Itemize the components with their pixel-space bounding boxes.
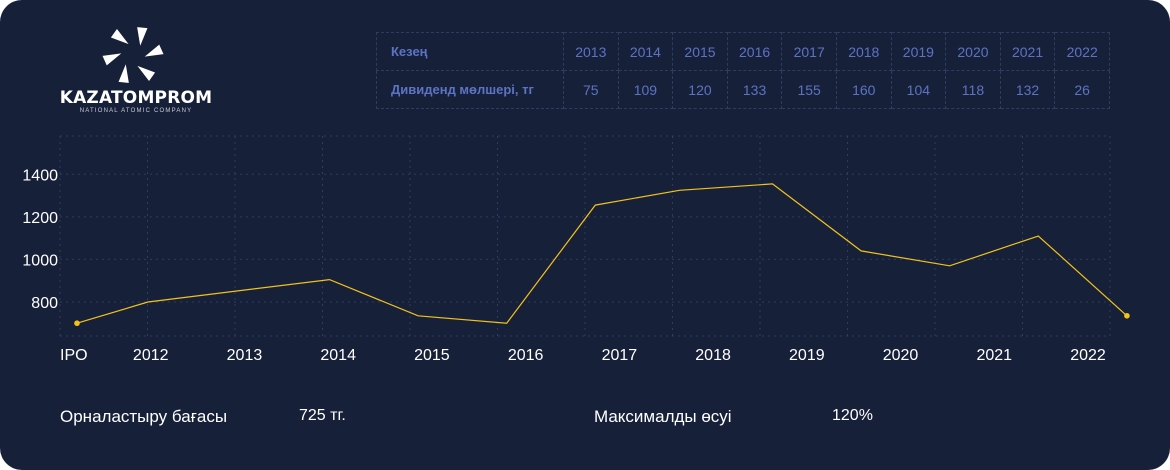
y-tick-label: 1000: [22, 252, 58, 269]
year-cell: 2019: [890, 32, 947, 71]
placement-price-value: 725 тг.: [299, 407, 346, 424]
amount-cell: 26: [1054, 70, 1110, 109]
amount-header: Дивиденд мөлшері, тг: [376, 70, 564, 109]
chart-grid: [59, 135, 1111, 337]
amount-cell: 104: [890, 70, 947, 109]
amount-cell: 75: [563, 70, 619, 109]
logo-wordmark: KAZATOMPROM: [59, 88, 213, 108]
amount-cell: 120: [672, 70, 728, 109]
year-cell: 2014: [617, 32, 674, 71]
year-cell: 2013: [563, 32, 619, 71]
max-growth-label: Максималды өсуі: [594, 407, 732, 426]
dividend-table-period-row: Кезең 2013 2014 2015 2016 2017 2018 2019…: [376, 32, 1110, 71]
kazatomprom-logo: KAZATOMPROM NATIONAL ATOMIC COMPANY: [58, 24, 214, 116]
amount-cell: 109: [617, 70, 674, 109]
x-tick-label: 2018: [695, 347, 731, 364]
placement-price-label: Орналастыру бағасы: [60, 407, 228, 426]
x-tick-label: 2012: [133, 347, 169, 364]
year-cell: 2020: [945, 32, 1001, 71]
x-tick-label: 2020: [883, 347, 919, 364]
amount-cell: 132: [999, 70, 1056, 109]
logo-star-icon: [102, 27, 164, 83]
amount-cell: 155: [781, 70, 837, 109]
amount-cell: 160: [835, 70, 892, 109]
x-tick-label: 2014: [320, 347, 356, 364]
y-tick-label: 1400: [22, 167, 58, 184]
x-tick-label: 2013: [227, 347, 263, 364]
price-line: [76, 183, 1128, 324]
logo-petal: [137, 65, 156, 81]
chart-series: [74, 183, 1130, 327]
x-tick-label: 2022: [1070, 347, 1106, 364]
endpoint-marker: [74, 320, 80, 327]
logo-petal: [144, 44, 164, 57]
dividend-table: Кезең 2013 2014 2015 2016 2017 2018 2019…: [376, 32, 1110, 109]
amount-cell: 133: [726, 70, 783, 109]
y-tick-label: 800: [31, 295, 58, 312]
year-cell: 2016: [726, 32, 783, 71]
dividend-table-amount-row: Дивиденд мөлшері, тг 75 109 120 133 155 …: [376, 70, 1110, 109]
x-tick-label: 2019: [789, 347, 825, 364]
x-tick-label: IPO: [60, 347, 88, 364]
x-tick-label: 2016: [508, 347, 544, 364]
x-axis-ticks: IPO 2012 2013 2014 2015 2016 2017 2018 2019 2020 2…: [60, 347, 1106, 364]
x-tick-label: 2021: [976, 347, 1012, 364]
amount-cell: 118: [945, 70, 1001, 109]
logo-petal: [118, 64, 129, 83]
year-cell: 2015: [672, 32, 728, 71]
max-growth-value: 120%: [832, 407, 873, 424]
year-cell: 2017: [781, 32, 837, 71]
x-tick-label: 2017: [602, 347, 638, 364]
endpoint-marker: [1124, 312, 1130, 319]
logo-tagline: NATIONAL ATOMIC COMPANY: [79, 108, 193, 114]
y-axis-ticks: 800 1000 1200 1400: [22, 167, 58, 312]
x-tick-label: 2015: [414, 347, 450, 364]
year-cell: 2018: [835, 32, 892, 71]
y-tick-label: 1200: [22, 210, 58, 227]
logo-petal: [137, 27, 148, 46]
logo-petal: [102, 53, 122, 66]
logo-petal: [110, 29, 129, 45]
